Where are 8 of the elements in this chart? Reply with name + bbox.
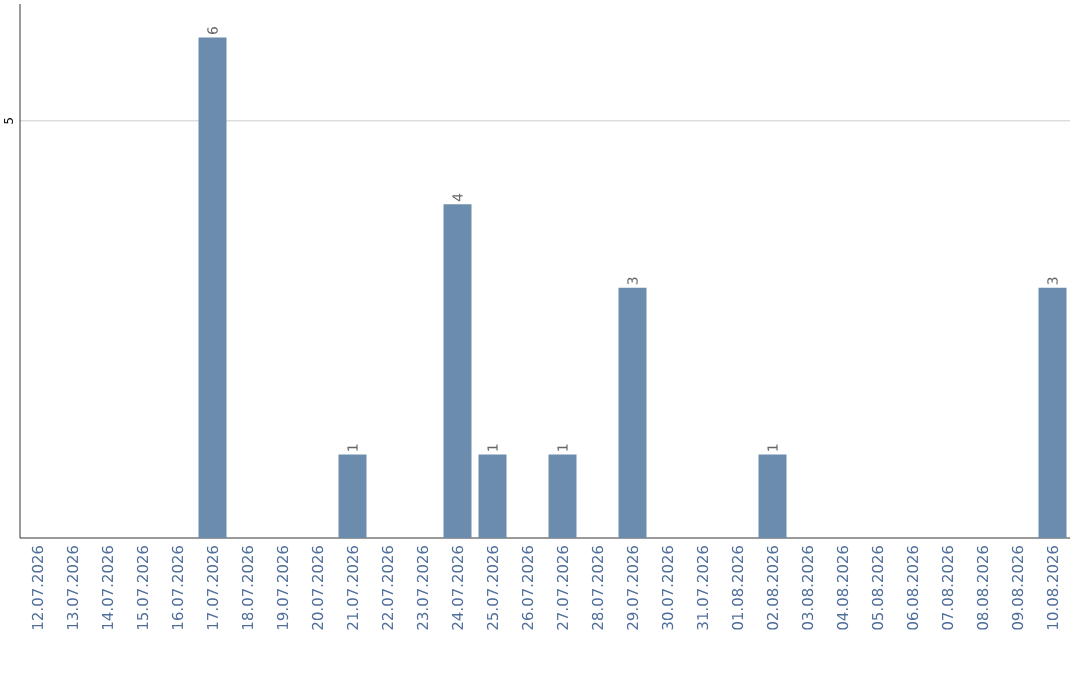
bar [548, 454, 577, 538]
bar [338, 454, 367, 538]
bar [758, 454, 787, 538]
bar [198, 37, 227, 538]
bar [443, 204, 472, 538]
bar [618, 287, 647, 538]
bar [478, 454, 507, 538]
bar [1038, 287, 1067, 538]
